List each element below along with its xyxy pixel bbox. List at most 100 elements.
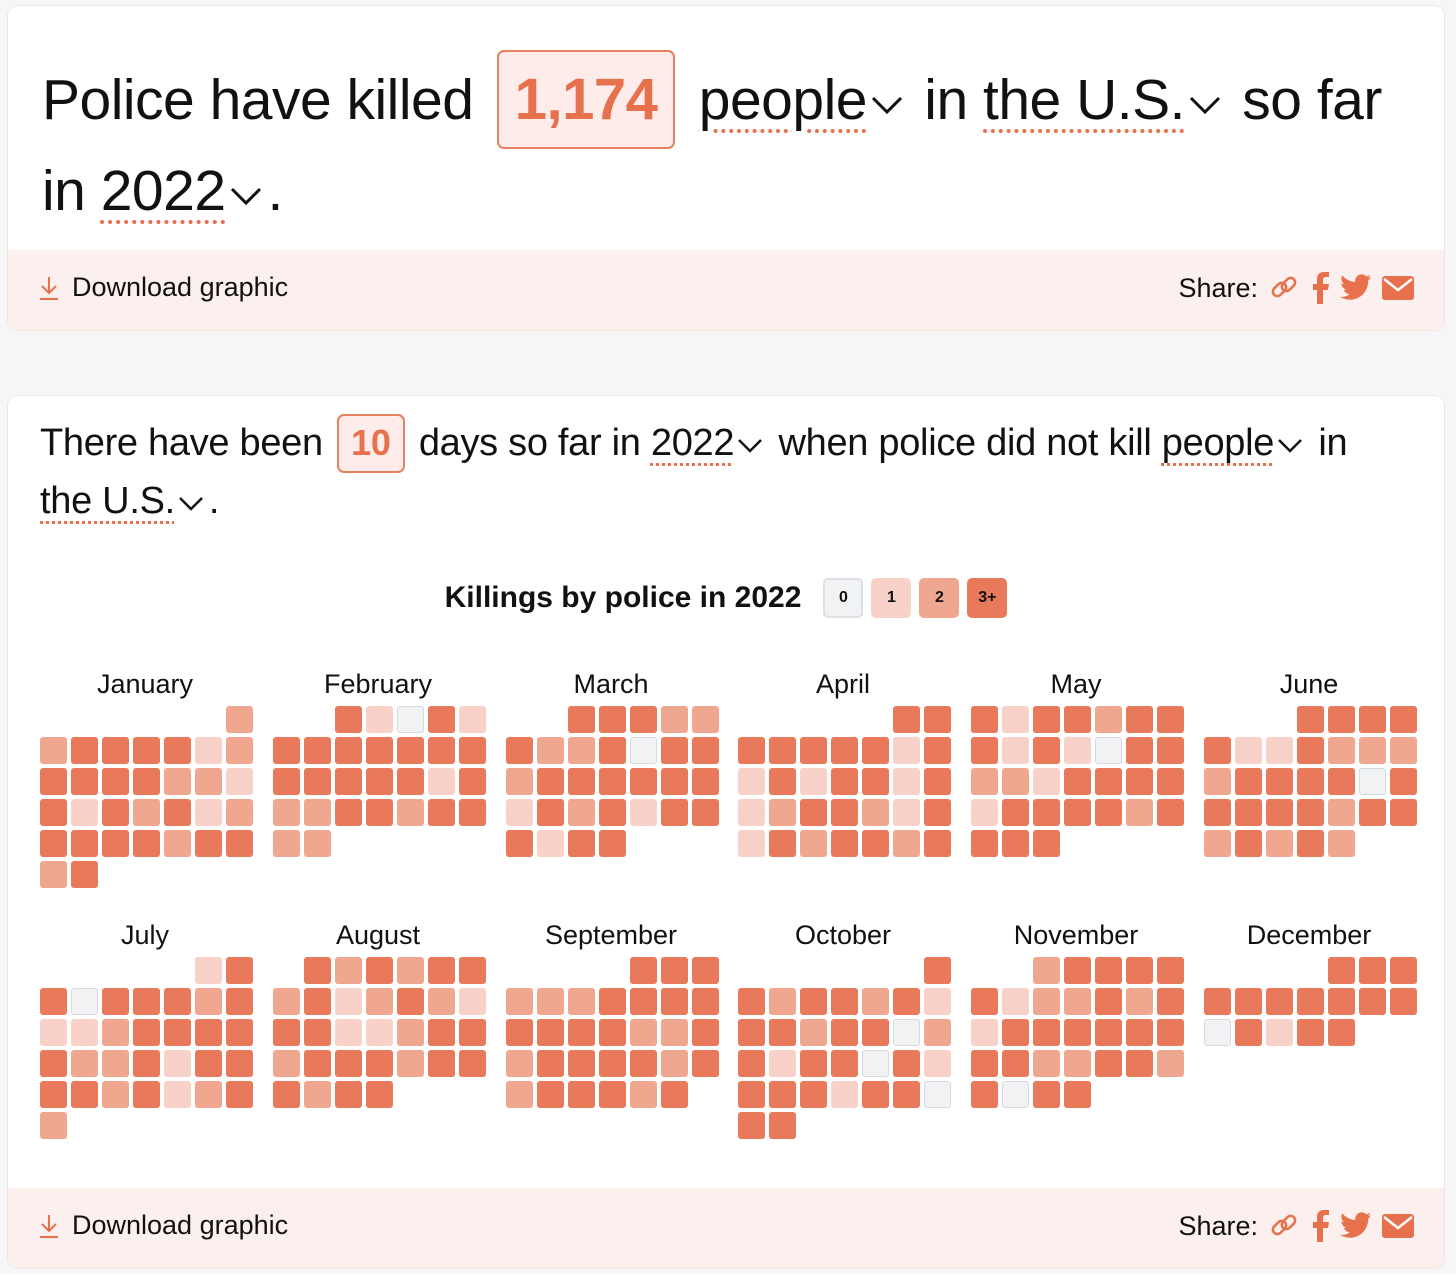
day-cell[interactable] [226,1050,253,1077]
day-cell[interactable] [1095,1019,1122,1046]
day-cell[interactable] [506,1019,533,1046]
day-cell[interactable] [164,1019,191,1046]
day-cell[interactable] [1390,737,1417,764]
day-cell[interactable] [459,1019,486,1046]
day-cell[interactable] [40,1112,67,1139]
day-cell[interactable] [661,706,688,733]
day-cell[interactable] [692,737,719,764]
day-cell[interactable] [335,737,362,764]
day-cell[interactable] [428,706,455,733]
day-cell[interactable] [924,957,951,984]
day-cell[interactable] [692,706,719,733]
day-cell[interactable] [692,1050,719,1077]
day-cell[interactable] [459,768,486,795]
day-cell[interactable] [924,830,951,857]
day-cell[interactable] [893,830,920,857]
day-cell[interactable] [1002,1019,1029,1046]
day-cell[interactable] [226,768,253,795]
day-cell[interactable] [428,799,455,826]
day-cell[interactable] [1002,1081,1029,1108]
day-cell[interactable] [630,957,657,984]
day-cell[interactable] [335,957,362,984]
day-cell[interactable] [133,768,160,795]
day-cell[interactable] [304,957,331,984]
day-cell[interactable] [630,988,657,1015]
day-cell[interactable] [273,830,300,857]
day-cell[interactable] [1204,737,1231,764]
day-cell[interactable] [1126,957,1153,984]
day-cell[interactable] [1002,988,1029,1015]
day-cell[interactable] [226,830,253,857]
day-cell[interactable] [366,799,393,826]
day-cell[interactable] [1359,737,1386,764]
day-cell[interactable] [1033,1019,1060,1046]
day-cell[interactable] [893,1050,920,1077]
day-cell[interactable] [273,768,300,795]
day-cell[interactable] [304,1050,331,1077]
day-cell[interactable] [273,1050,300,1077]
day-cell[interactable] [1204,768,1231,795]
day-cell[interactable] [71,1050,98,1077]
day-cell[interactable] [1064,1081,1091,1108]
day-cell[interactable] [1126,1019,1153,1046]
day-cell[interactable] [506,737,533,764]
day-cell[interactable] [568,1050,595,1077]
day-cell[interactable] [102,799,129,826]
day-cell[interactable] [630,1081,657,1108]
day-cell[interactable] [459,988,486,1015]
day-cell[interactable] [397,988,424,1015]
day-cell[interactable] [1390,706,1417,733]
day-cell[interactable] [599,799,626,826]
day-cell[interactable] [40,1019,67,1046]
year-dropdown[interactable]: 2022 [651,422,768,464]
day-cell[interactable] [1126,737,1153,764]
day-cell[interactable] [459,1050,486,1077]
day-cell[interactable] [1033,957,1060,984]
day-cell[interactable] [630,768,657,795]
day-cell[interactable] [428,768,455,795]
day-cell[interactable] [831,799,858,826]
day-cell[interactable] [71,830,98,857]
day-cell[interactable] [1266,799,1293,826]
day-cell[interactable] [226,1019,253,1046]
day-cell[interactable] [195,737,222,764]
day-cell[interactable] [1064,1050,1091,1077]
day-cell[interactable] [568,830,595,857]
day-cell[interactable] [692,957,719,984]
day-cell[interactable] [800,988,827,1015]
day-cell[interactable] [568,737,595,764]
day-cell[interactable] [335,988,362,1015]
day-cell[interactable] [537,799,564,826]
day-cell[interactable] [537,988,564,1015]
day-cell[interactable] [1157,1050,1184,1077]
link-icon[interactable] [1268,1210,1300,1242]
day-cell[interactable] [924,799,951,826]
day-cell[interactable] [1235,799,1262,826]
day-cell[interactable] [630,799,657,826]
day-cell[interactable] [40,1050,67,1077]
day-cell[interactable] [1002,737,1029,764]
day-cell[interactable] [226,1081,253,1108]
day-cell[interactable] [893,1081,920,1108]
day-cell[interactable] [506,1081,533,1108]
day-cell[interactable] [1297,988,1324,1015]
day-cell[interactable] [304,768,331,795]
day-cell[interactable] [661,988,688,1015]
day-cell[interactable] [769,1081,796,1108]
day-cell[interactable] [459,737,486,764]
day-cell[interactable] [893,737,920,764]
day-cell[interactable] [831,988,858,1015]
day-cell[interactable] [800,1019,827,1046]
day-cell[interactable] [769,988,796,1015]
day-cell[interactable] [1064,768,1091,795]
day-cell[interactable] [366,1081,393,1108]
day-cell[interactable] [366,1050,393,1077]
day-cell[interactable] [599,988,626,1015]
day-cell[interactable] [831,830,858,857]
day-cell[interactable] [800,1081,827,1108]
day-cell[interactable] [738,737,765,764]
day-cell[interactable] [599,768,626,795]
day-cell[interactable] [195,1081,222,1108]
day-cell[interactable] [1033,988,1060,1015]
day-cell[interactable] [738,1019,765,1046]
